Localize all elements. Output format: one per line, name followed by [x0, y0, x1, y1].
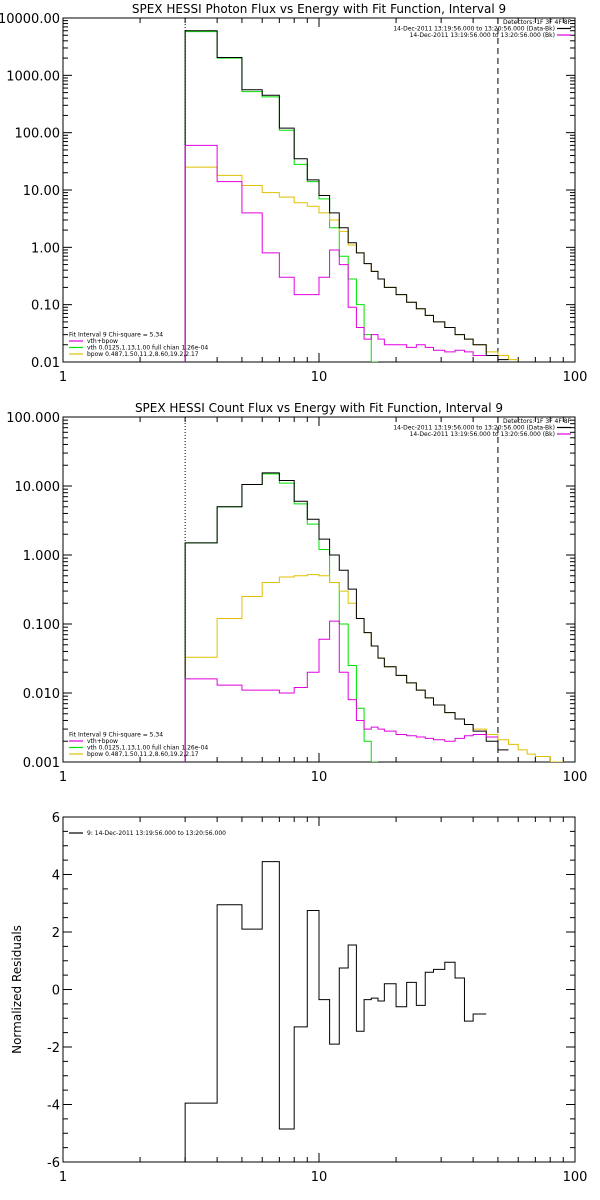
y-tick-label: 10.000: [15, 480, 61, 495]
x-tick-label: 100: [563, 1170, 588, 1185]
legend-entry: vth 0.0125,1.13,1.00 full chian 1.26e-04: [87, 745, 208, 752]
series-group: [184, 472, 564, 762]
x-tick-label: 100: [563, 770, 588, 785]
x-tick-label: 1: [59, 1170, 67, 1185]
legend-entry: vth+bpow: [87, 738, 118, 745]
y-tick-label: 10000.00: [0, 12, 60, 27]
chart-title: SPEX HESSI Count Flux vs Energy with Fit…: [135, 401, 503, 415]
y-axis-label: Normalized Residuals: [10, 925, 24, 1054]
chart-panel-2: SPEX HESSI Count Flux vs Energy with Fit…: [6, 401, 587, 785]
y-tick-label: -4: [47, 1099, 60, 1114]
y-tick-label: 0.100: [23, 618, 60, 633]
series-data-line: [184, 472, 509, 762]
series-bpow-line: [184, 166, 519, 362]
legend-entry: 14-Dec-2011 13:19:56.000 to 13:20:56.000…: [410, 32, 555, 39]
chart-title: SPEX HESSI Photon Flux vs Energy with Fi…: [132, 2, 506, 16]
x-tick-label: 1: [59, 770, 67, 785]
legend-entry: 14-Dec-2011 13:19:56.000 to 13:20:56.000…: [393, 425, 555, 432]
x-tick-label: 1: [59, 370, 67, 385]
legend-entry: Detectors: 1F 3F 4F 8F: [503, 19, 572, 26]
series-group: [184, 30, 519, 362]
legend-entry: Detectors: 1F 3F 4F 8F: [503, 418, 572, 425]
x-tick-label: 10: [311, 370, 328, 385]
x-tick-label: 10: [311, 1170, 328, 1185]
x-tick-label: 100: [563, 370, 588, 385]
series-residuals-line: [184, 861, 487, 1162]
legend-entry: Fit Interval 9 Chi-square = 5.34: [69, 732, 163, 739]
y-tick-label: 1000.00: [6, 69, 60, 84]
chart-panel-1: SPEX HESSI Photon Flux vs Energy with Fi…: [0, 2, 587, 385]
legend-entry: 14-Dec-2011 13:19:56.000 to 13:20:56.000…: [410, 431, 555, 438]
series-data-line: [184, 30, 509, 362]
series-vth-line: [184, 473, 378, 762]
y-tick-label: 0: [52, 984, 60, 999]
x-tick-label: 10: [311, 770, 328, 785]
y-tick-label: 10.00: [23, 184, 60, 199]
legend-entry: Fit Interval 9 Chi-square = 5.34: [69, 332, 163, 339]
y-tick-label: 6: [52, 811, 60, 826]
y-tick-label: 1.00: [31, 241, 60, 256]
y-tick-label: 100.00: [15, 127, 61, 142]
y-tick-label: 0.01: [31, 356, 60, 371]
legend-entry: bpow 0.487,1.50,11.2,8.60,19.2,2.17: [87, 351, 199, 358]
chart-panel-3: 1 10 100 -6 -4 -2 0 2 4 6 Normalized Residuals 9: 1…: [10, 811, 587, 1185]
y-tick-label: 100.000: [6, 411, 60, 426]
series-nonth-line: [184, 144, 487, 362]
y-tick-label: 0.10: [31, 299, 60, 314]
y-tick-label: 2: [52, 926, 60, 941]
legend-entry: bpow 0.487,1.50,11.2,8.60,19.2,2.17: [87, 751, 199, 758]
legend-entry: vth+bpow: [87, 338, 118, 345]
y-tick-label: 0.001: [23, 756, 60, 771]
y-tick-label: 0.010: [23, 687, 60, 702]
series-group: [184, 861, 487, 1162]
series-bpow-line: [184, 574, 564, 762]
y-tick-label: 4: [52, 869, 60, 884]
y-tick-label: -2: [47, 1041, 60, 1056]
y-tick-label: -6: [47, 1156, 60, 1171]
legend-entry: vth 0.0125,1.13,1.00 full chian 1.26e-04: [87, 345, 208, 352]
series-nonth-line: [184, 620, 498, 762]
legend-entry: 9: 14-Dec-2011 13:19:56.000 to 13:20:56.…: [87, 830, 226, 837]
y-tick-label: 1.000: [23, 549, 60, 564]
legend-entry: 14-Dec-2011 13:19:56.000 to 13:20:56.000…: [393, 26, 555, 33]
